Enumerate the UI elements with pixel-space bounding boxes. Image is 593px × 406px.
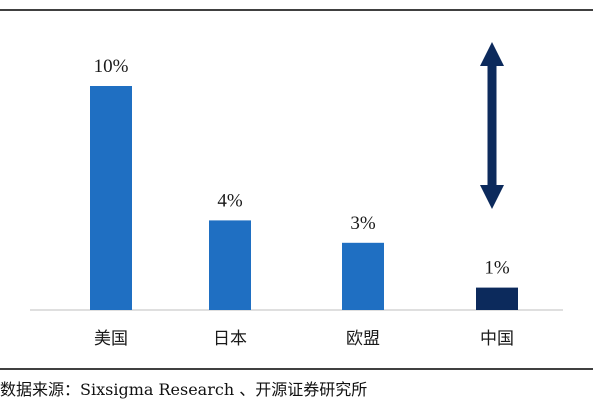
- value-label-3: 1%: [484, 258, 510, 279]
- category-label-2: 欧盟: [346, 329, 380, 349]
- category-labels-group: 美国 日本 欧盟 中国: [94, 329, 514, 349]
- value-label-2: 3%: [350, 213, 376, 234]
- category-label-0: 美国: [94, 329, 128, 349]
- source-label: 数据来源：: [0, 380, 81, 399]
- bar-2: [342, 242, 384, 310]
- bar-3: [476, 287, 518, 310]
- category-label-1: 日本: [213, 329, 247, 349]
- category-label-3: 中国: [480, 329, 514, 349]
- source-note: 数据来源：Sixsigma Research 、开源证券研究所: [0, 378, 593, 402]
- double-arrow-annotation: [480, 42, 504, 209]
- value-label-0: 10%: [94, 56, 129, 77]
- bar-chart: 10% 4% 3% 1% 美国 日本 欧盟 中国: [0, 9, 593, 370]
- value-labels-group: 10% 4% 3% 1%: [94, 56, 510, 279]
- bar-1: [209, 220, 251, 310]
- source-text: Sixsigma Research 、开源证券研究所: [80, 380, 368, 399]
- bars-group: [90, 86, 518, 310]
- double-arrow-shape: [480, 42, 504, 209]
- bar-0: [90, 86, 132, 310]
- value-label-1: 4%: [217, 190, 243, 211]
